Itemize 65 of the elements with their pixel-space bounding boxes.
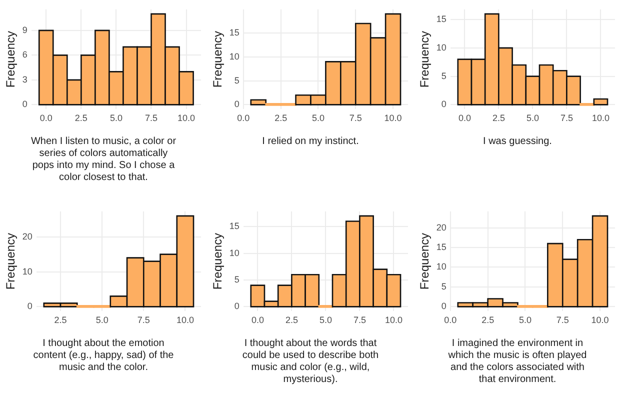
x-tick-label: 7.5: [353, 315, 366, 326]
y-tick-label: 20: [22, 231, 32, 242]
x-tick-label: 5.0: [526, 113, 539, 124]
x-tick-label: 7.5: [349, 113, 362, 124]
y-axis-title: Frequency: [210, 232, 225, 290]
y-tick-label: 0: [441, 99, 446, 110]
x-tick-label: 10.0: [178, 113, 196, 124]
y-tick-label: 10: [436, 262, 446, 272]
x-tick-label: 0.0: [237, 113, 250, 124]
x-axis-title: I was guessing.: [482, 136, 553, 148]
y-tick-label: 0: [234, 301, 240, 312]
x-tick-label: 10.0: [384, 315, 402, 326]
y-tick-label: 9: [22, 24, 28, 35]
y-tick-label: 0: [234, 99, 240, 110]
y-tick-label: 10: [436, 42, 446, 52]
y-tick-label: 5: [441, 70, 446, 81]
y-tick-label: 10: [22, 266, 32, 276]
x-tick-label: 0.0: [251, 315, 264, 326]
y-axis-title: Frequency: [418, 232, 432, 290]
y-tick-label: 3: [22, 74, 28, 84]
x-tick-label: 2.5: [74, 113, 88, 124]
y-axis-title: Frequency: [4, 30, 18, 88]
y-tick-label: 20: [436, 222, 446, 232]
y-tick-label: 5: [441, 281, 446, 292]
x-tick-label: 0.0: [458, 113, 471, 124]
y-axis-title: Frequency: [418, 30, 432, 88]
y-tick-label: 15: [436, 242, 446, 252]
y-tick-label: 15: [229, 221, 240, 232]
x-tick-label: 2.5: [274, 113, 288, 124]
x-tick-label: 5.0: [110, 113, 122, 124]
x-axis-title: I thought about the words that could be used to describe both music and color (e.g., wild, mysterious).: [241, 338, 380, 386]
y-tick-label: 10: [229, 248, 240, 258]
x-tick-label: 10.0: [176, 315, 194, 326]
x-tick-label: 10.0: [592, 113, 610, 124]
x-tick-label: 5.0: [518, 315, 532, 326]
x-tick-label: 2.5: [482, 315, 494, 326]
x-tick-label: 5.0: [96, 315, 108, 326]
x-tick-label: 2.5: [492, 113, 505, 124]
x-axis-title: I thought about the emotion content (e.g., happy, sad) of the music and the color.: [32, 338, 175, 374]
x-axis-title: I imagined the environment in which the music is often played and the colors associated with that environment.: [447, 338, 588, 386]
x-tick-label: 7.5: [137, 315, 150, 326]
y-tick-label: 5: [234, 75, 240, 86]
y-tick-label: 6: [22, 50, 28, 60]
y-tick-label: 0: [441, 301, 446, 312]
x-tick-label: 0.0: [444, 315, 457, 326]
x-tick-label: 5.0: [312, 113, 324, 124]
x-tick-label: 2.5: [285, 315, 298, 326]
y-tick-label: 0: [22, 99, 28, 110]
y-tick-label: 15: [229, 28, 240, 38]
x-axis-title: When I listen to music, a color or series of colors automatically pops into my mind. So I chose a color closest to that.: [30, 136, 178, 184]
x-tick-label: 7.5: [556, 315, 569, 326]
x-tick-label: 10.0: [384, 113, 402, 124]
x-axis-title: I relied on my instinct.: [261, 136, 360, 148]
x-tick-label: 5.0: [319, 315, 332, 326]
x-tick-label: 2.5: [54, 315, 67, 326]
y-tick-label: 10: [229, 51, 240, 62]
y-axis-title: Frequency: [210, 30, 225, 88]
x-tick-label: 10.0: [591, 315, 609, 326]
y-tick-label: 0: [27, 301, 32, 312]
y-tick-label: 15: [436, 14, 446, 24]
x-tick-label: 0.0: [40, 113, 52, 124]
x-tick-label: 7.5: [560, 113, 573, 124]
x-tick-label: 7.5: [144, 113, 158, 124]
y-axis-title: Frequency: [4, 232, 18, 290]
y-tick-label: 5: [234, 274, 240, 284]
